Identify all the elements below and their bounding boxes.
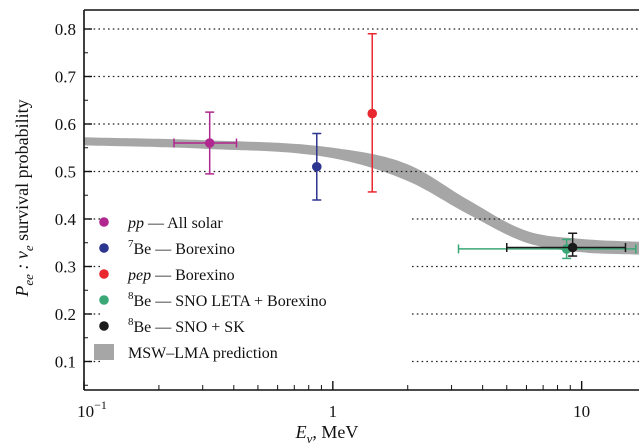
y-tick-label: 0.4 [55,210,77,229]
data-point-2 [367,108,378,119]
y-tick-label: 0.7 [55,68,77,87]
data-point-4 [567,242,578,253]
x-tick-label: 10 [573,402,590,421]
series-point-group-0 [173,111,238,175]
msw-lma-band [84,137,639,255]
y-tick-label: 0.6 [55,115,76,134]
y-tick-label: 0.8 [55,20,76,39]
y-tick-label: 0.2 [55,305,76,324]
msw-lma-band-layer [84,137,639,255]
series-point-group-4 [506,232,627,257]
data-layer [173,33,637,260]
legend-marker-2 [99,269,109,279]
x-tick-label: 10−1 [77,398,107,421]
legend-marker-1 [99,243,109,253]
x-axis-title: Eν, MeV [295,422,359,444]
legend-label-1: 7Be — Borexino [128,238,235,258]
legend-marker-3 [99,295,109,305]
y-tick-label: 0.5 [55,163,76,182]
data-point-0 [204,138,215,148]
legend: pp — All solar 7Be — Borexino pep — Borexi… [94,215,327,362]
y-tick-label: 0.3 [55,258,76,277]
axes-layer: 0.1 0.2 0.3 0.4 0.5 0.6 0.7 0.8 10−1 1 10 [55,9,639,421]
legend-marker-4 [99,321,109,331]
legend-label-4: 8Be — SNO + SK [128,316,245,336]
x-tick-label: 1 [329,402,338,421]
legend-marker-band [94,344,114,360]
grid-layer [84,28,639,363]
legend-label-0: pp — All solar [127,215,223,232]
data-point-1 [311,161,322,172]
y-axis-title: Pee : νe survival probability [12,99,36,297]
series-point-group-1 [311,132,322,201]
legend-marker-0 [99,217,109,227]
y-tick-label: 0.1 [55,353,76,372]
legend-label-band: MSW–LMA prediction [128,345,278,362]
series-point-group-2 [367,33,378,193]
legend-label-2: pep — Borexino [127,267,235,284]
legend-label-3: 8Be — SNO LETA + Borexino [128,290,327,310]
